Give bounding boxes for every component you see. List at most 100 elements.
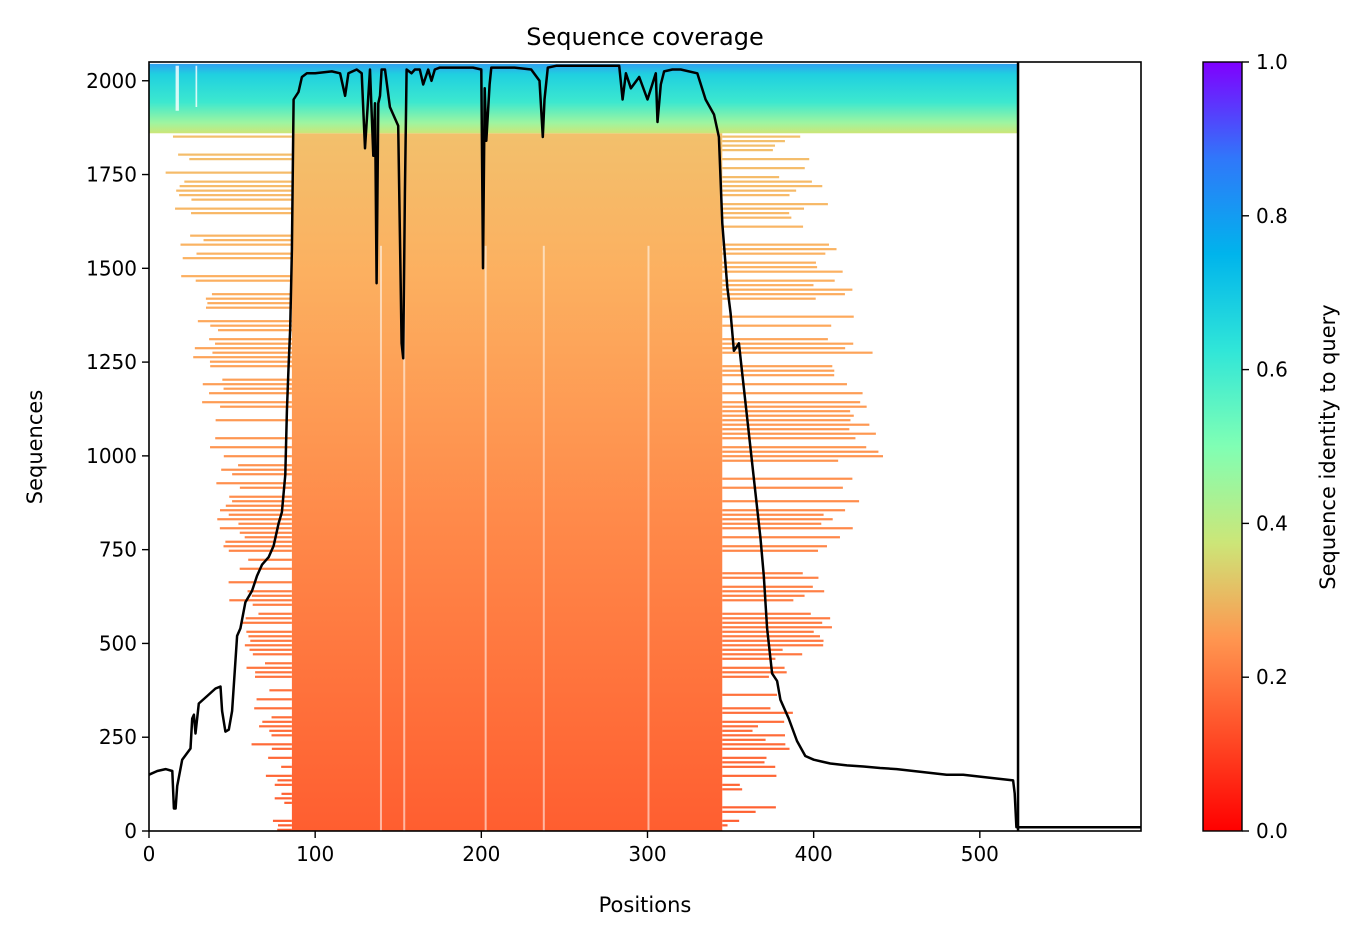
coverage-strip-left: [252, 603, 292, 606]
coverage-strip-left: [255, 671, 292, 674]
gap-stripe: [542, 245, 545, 831]
coverage-strip-right: [722, 437, 856, 440]
coverage-strip-right: [722, 369, 835, 372]
colorbar: 0.0 0.2 0.4 0.6 0.8 1.0: [1202, 50, 1288, 843]
coverage-strip-left: [223, 387, 292, 390]
coverage-strip-left: [191, 198, 292, 201]
colorbar-tick-label: 0.6: [1256, 358, 1288, 382]
coverage-strip-left: [165, 171, 292, 174]
chart-title: Sequence coverage: [526, 23, 763, 51]
coverage-strip-right: [722, 140, 785, 143]
coverage-strip-left: [256, 698, 292, 701]
coverage-strip-right: [722, 639, 824, 642]
coverage-strip-left: [238, 464, 292, 467]
colorbar-gradient: [1202, 61, 1243, 832]
coverage-strip-right: [722, 545, 827, 548]
colorbar-tick-label: 0.4: [1256, 511, 1288, 535]
y-tick-label: 750: [99, 538, 137, 562]
coverage-strip-right: [722, 729, 753, 732]
coverage-strip-left: [239, 531, 292, 534]
coverage-strip-right: [722, 243, 830, 246]
coverage-strip-left: [193, 356, 292, 359]
coverage-strip-left: [209, 392, 292, 395]
coverage-strip-left: [197, 320, 292, 323]
coverage-strip-right: [722, 509, 846, 512]
coverage-strip-right: [722, 149, 773, 152]
coverage-strip-right: [722, 626, 832, 629]
coverage-strip-left: [229, 599, 292, 602]
coverage-strip-right: [722, 648, 783, 651]
coverage-strip-left: [219, 527, 292, 530]
colorbar-tick-label: 0.8: [1256, 204, 1288, 228]
gap-stripe: [379, 245, 382, 831]
coverage-heatmap: [149, 62, 1141, 831]
y-tick-label: 2000: [86, 69, 137, 93]
coverage-strip-right: [722, 747, 790, 750]
coverage-strip-left: [248, 635, 292, 638]
y-tick-label: 1250: [86, 350, 137, 374]
coverage-strip-right: [722, 194, 790, 197]
coverage-strip-left: [182, 257, 292, 260]
y-axis-label: Sequences: [23, 390, 47, 505]
coverage-strip-left: [259, 725, 292, 728]
coverage-strip-left: [218, 329, 292, 332]
x-axis-label: Positions: [599, 893, 692, 917]
coverage-strip-right: [722, 671, 787, 674]
coverage-strip-right: [722, 342, 854, 345]
coverage-strip-left: [179, 194, 292, 197]
coverage-strip-right: [722, 824, 728, 827]
coverage-strip-right: [722, 450, 879, 453]
coverage-strip-left: [220, 405, 292, 408]
coverage-strip-right: [722, 621, 823, 624]
coverage-strip-right: [722, 761, 765, 764]
coverage-strip-right: [722, 432, 876, 435]
colorbar-label: Sequence identity to query: [1316, 304, 1340, 589]
coverage-strip-right: [722, 284, 814, 287]
coverage-strip-left: [241, 621, 292, 624]
coverage-strip-right: [722, 617, 831, 620]
coverage-strip-left: [203, 239, 292, 242]
coverage-strip-left: [207, 302, 292, 305]
coverage-strip-left: [202, 401, 292, 404]
coverage-strip-left: [244, 644, 292, 647]
x-tick-label: 100: [296, 842, 334, 866]
coverage-strip-left: [281, 792, 292, 795]
coverage-strip-right: [722, 666, 785, 669]
coverage-strip-left: [178, 153, 292, 156]
gap-stripe: [403, 245, 406, 831]
coverage-strip-right: [722, 203, 828, 206]
coverage-strip-right: [722, 419, 851, 422]
coverage-strip-right: [722, 806, 776, 809]
x-tick-label: 200: [462, 842, 500, 866]
coverage-strip-right: [722, 576, 819, 579]
coverage-strip-left: [262, 720, 292, 723]
coverage-strip-left: [277, 824, 292, 827]
coverage-strip-right: [722, 216, 792, 219]
coverage-strip-left: [184, 180, 292, 183]
coverage-strip-left: [252, 653, 292, 656]
coverage-strip-right: [722, 351, 873, 354]
coverage-strip-left: [223, 545, 292, 548]
coverage-strip-left: [216, 482, 292, 485]
coverage-strip-right: [722, 189, 797, 192]
coverage-strip-right: [722, 279, 835, 282]
coverage-strip-right: [722, 144, 776, 147]
coverage-strip-right: [722, 819, 740, 822]
coverage-strip-left: [269, 689, 292, 692]
coverage-strip-left: [268, 756, 292, 759]
coverage-strip-right: [722, 423, 870, 426]
coverage-strip-right: [722, 405, 867, 408]
coverage-strip-right: [722, 599, 794, 602]
coverage-strip-right: [722, 522, 822, 525]
coverage-strip-right: [722, 594, 805, 597]
coverage-strip-left: [223, 455, 292, 458]
coverage-strip-left: [281, 765, 292, 768]
coverage-strip-left: [181, 275, 292, 278]
gap-stripe: [647, 245, 650, 831]
coverage-strip-right: [722, 338, 828, 341]
coverage-strip-left: [222, 378, 292, 381]
coverage-strip-right: [722, 644, 824, 647]
coverage-strip-left: [217, 518, 292, 521]
coverage-strip-right: [722, 410, 851, 413]
